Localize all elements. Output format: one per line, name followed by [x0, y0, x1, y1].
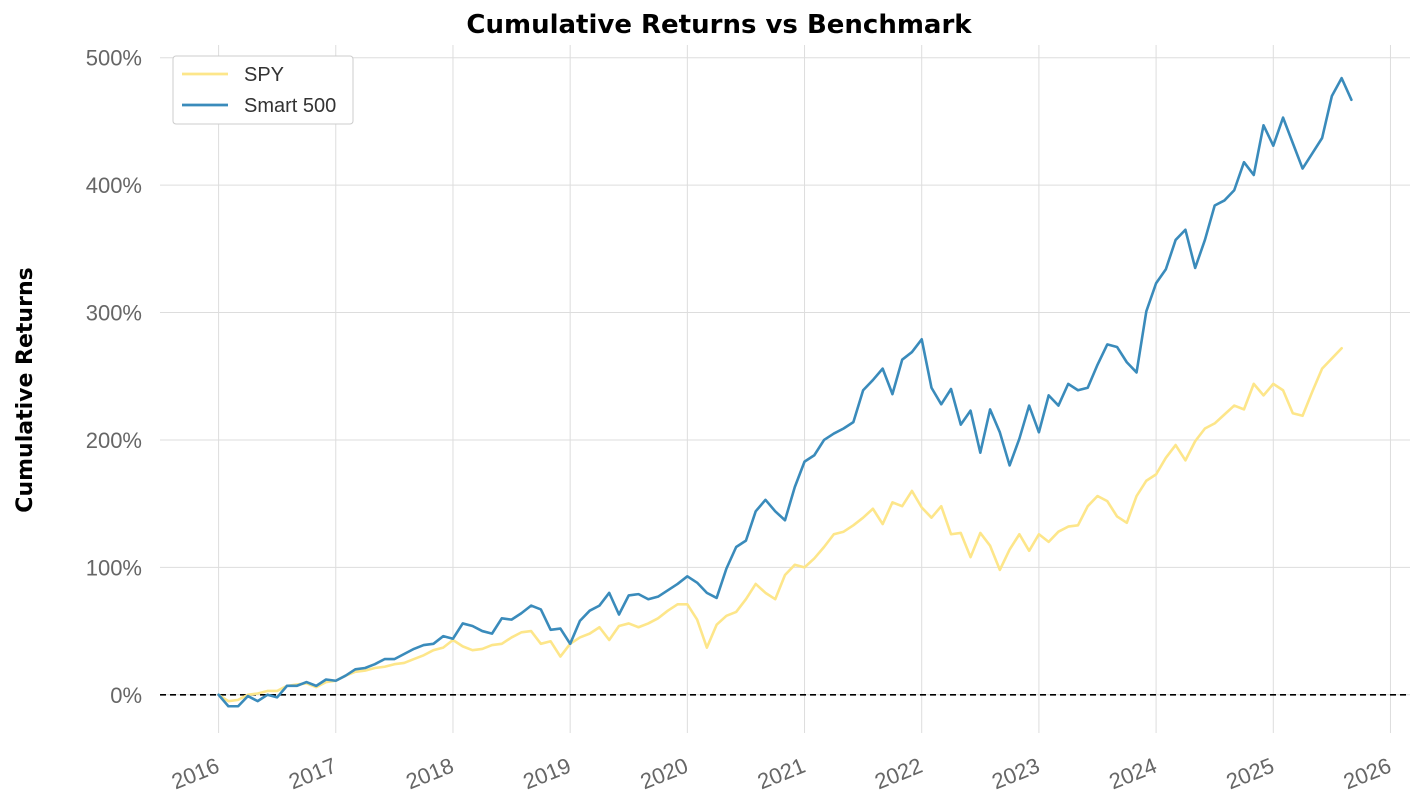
x-tick-label: 2016 — [168, 753, 223, 795]
legend-label: Smart 500 — [244, 95, 336, 117]
chart-legend: SPY Smart 500 — [172, 55, 354, 125]
x-tick-label: 2023 — [988, 753, 1043, 795]
series-line-spy — [217, 346, 1343, 703]
y-tick-label: 300% — [86, 301, 142, 326]
series-line-smart-500 — [217, 76, 1353, 708]
tick-layer: 2016 2017 2018 2019 2020 2021 2022 2023 2024 2025… — [86, 46, 1395, 795]
x-tick-label: 2024 — [1105, 753, 1160, 795]
x-tick-label: 2018 — [402, 753, 457, 795]
grid-layer — [160, 45, 1410, 733]
x-tick-label: 2021 — [754, 753, 809, 795]
x-tick-label: 2025 — [1223, 753, 1278, 795]
y-tick-label: 400% — [86, 173, 142, 198]
y-tick-label: 0% — [110, 683, 142, 708]
y-axis-label: Cumulative Returns — [13, 267, 38, 512]
x-tick-label: 2017 — [285, 753, 340, 795]
y-tick-label: 100% — [86, 555, 142, 580]
x-tick-label: 2022 — [871, 753, 926, 795]
legend-label: SPY — [244, 64, 284, 86]
y-tick-label: 200% — [86, 428, 142, 453]
chart-title: Cumulative Returns vs Benchmark — [466, 10, 972, 40]
y-tick-label: 500% — [86, 46, 142, 71]
series-layer — [217, 76, 1353, 708]
x-tick-label: 2019 — [520, 753, 575, 795]
x-tick-label: 2026 — [1340, 753, 1395, 795]
x-tick-label: 2020 — [637, 753, 692, 795]
